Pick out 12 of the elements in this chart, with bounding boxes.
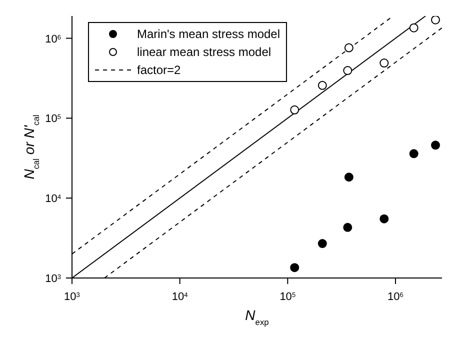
x-tick-label: 10$^{4}$ — [172, 291, 188, 303]
x-axis-title: N$_{exp}$ — [245, 307, 270, 327]
legend-label: factor=2 — [137, 63, 181, 77]
x-tick-label: 10$^{6}$ — [388, 291, 404, 303]
y-tick-label: 10$^{3}$ — [45, 273, 62, 285]
legend-label: Marin's mean stress model — [137, 27, 280, 41]
y-tick-label: 10$^{6}$ — [45, 33, 62, 46]
x-tick-label: 10$^{5}$ — [280, 291, 296, 303]
y-tick-label: 10$^{4}$ — [45, 193, 62, 206]
legend-label: linear mean stress model — [137, 45, 272, 59]
x-tick-label: 10$^{3}$ — [64, 291, 80, 303]
y-tick-label: 10$^{5}$ — [45, 113, 62, 126]
